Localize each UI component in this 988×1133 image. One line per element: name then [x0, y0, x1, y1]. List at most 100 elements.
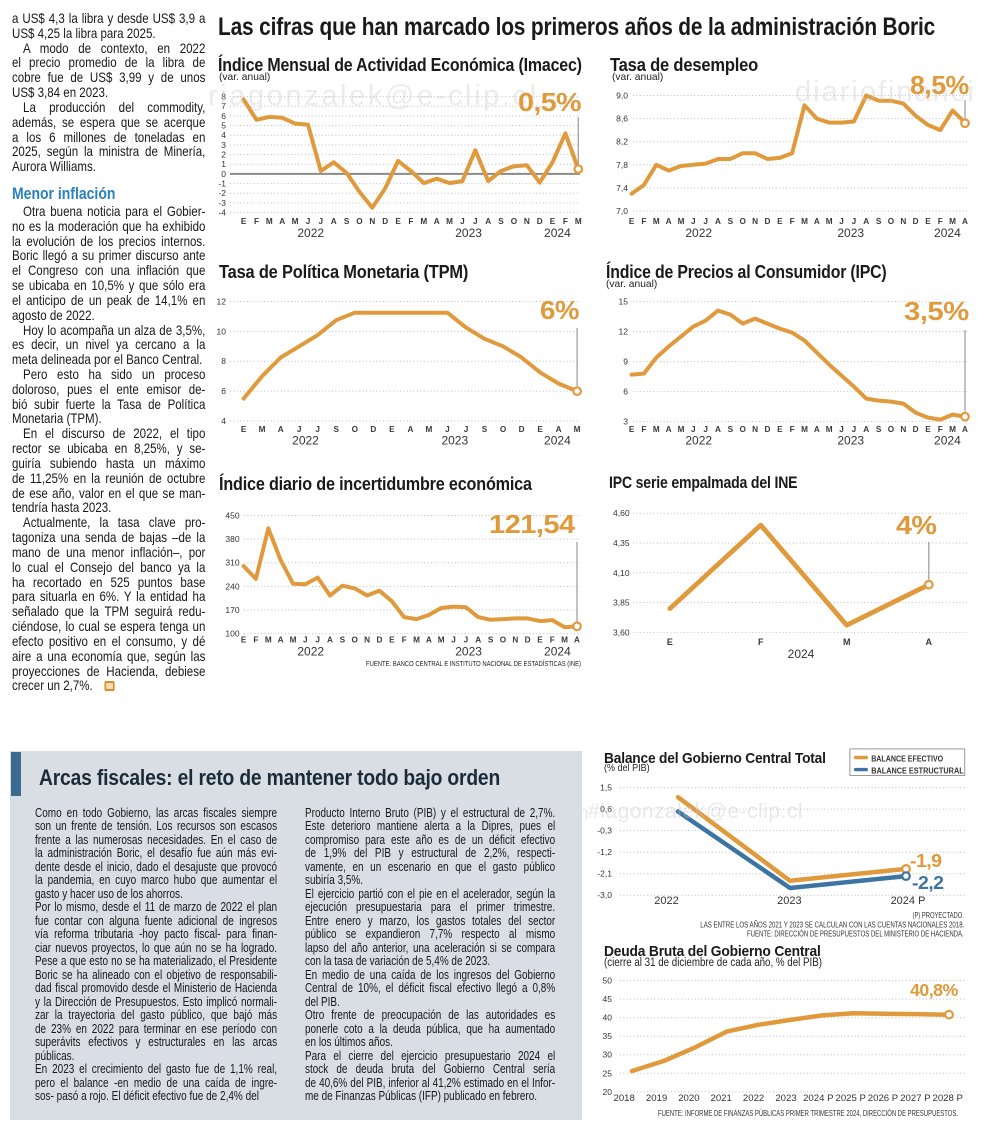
svg-text:25: 25 [603, 1068, 613, 1078]
svg-text:F: F [550, 636, 555, 645]
svg-text:A: A [926, 637, 933, 647]
svg-text:E: E [389, 425, 395, 434]
svg-text:M: M [949, 425, 956, 434]
svg-text:3,85: 3,85 [613, 598, 630, 608]
svg-text:S: S [488, 636, 494, 645]
svg-text:6: 6 [221, 386, 226, 396]
svg-text:2022: 2022 [654, 895, 678, 907]
svg-text:D: D [382, 217, 388, 226]
svg-text:2024: 2024 [934, 434, 961, 448]
svg-text:S: S [340, 636, 346, 645]
svg-text:2018: 2018 [614, 1093, 635, 1104]
svg-text:8: 8 [221, 356, 226, 366]
svg-text:-3,0: -3,0 [597, 890, 612, 900]
svg-text:M: M [425, 425, 432, 434]
svg-text:J: J [315, 425, 320, 434]
svg-text:BALANCE EFECTIVO: BALANCE EFECTIVO [871, 755, 943, 764]
svg-text:N: N [752, 425, 758, 434]
svg-text:(P) PROYECTADO.: (P) PROYECTADO. [913, 911, 964, 920]
svg-text:J: J [464, 425, 469, 434]
svg-text:M: M [826, 425, 833, 434]
svg-text:F: F [408, 217, 413, 226]
svg-text:F: F [641, 425, 646, 434]
svg-text:2024: 2024 [934, 226, 961, 240]
svg-text:J: J [703, 425, 708, 434]
svg-text:12: 12 [217, 297, 227, 307]
svg-text:2025 P: 2025 P [835, 1093, 865, 1104]
svg-text:A: A [426, 636, 432, 645]
svg-text:O: O [500, 636, 507, 645]
svg-text:E: E [389, 636, 395, 645]
svg-text:F: F [790, 217, 795, 226]
svg-text:9: 9 [623, 357, 628, 367]
svg-text:M: M [949, 217, 956, 226]
svg-text:M: M [801, 217, 808, 226]
svg-text:J: J [306, 217, 311, 226]
svg-text:M: M [266, 217, 273, 226]
svg-text:M: M [413, 636, 420, 645]
svg-text:7: 7 [221, 101, 226, 111]
svg-text:D: D [913, 425, 919, 434]
svg-text:1: 1 [221, 159, 226, 169]
svg-text:2020: 2020 [678, 1093, 699, 1104]
svg-text:J: J [691, 217, 696, 226]
svg-text:A: A [331, 217, 337, 226]
svg-text:J: J [852, 217, 857, 226]
svg-text:E: E [925, 425, 931, 434]
svg-text:A: A [327, 636, 333, 645]
svg-text:J: J [852, 425, 857, 434]
svg-text:2024 P: 2024 P [803, 1093, 833, 1104]
svg-text:J: J [315, 636, 320, 645]
svg-text:35: 35 [603, 1031, 613, 1041]
svg-text:6: 6 [623, 387, 628, 397]
svg-text:N: N [364, 636, 370, 645]
svg-text:M: M [678, 425, 685, 434]
svg-text:9,0: 9,0 [616, 91, 628, 101]
svg-text:M: M [843, 637, 851, 647]
svg-text:M: M [574, 425, 581, 434]
svg-text:2023: 2023 [837, 226, 864, 240]
svg-text:D: D [519, 425, 525, 434]
svg-text:D: D [913, 217, 919, 226]
svg-text:A: A [279, 217, 285, 226]
svg-text:0: 0 [221, 169, 226, 179]
svg-text:7,0: 7,0 [616, 206, 628, 216]
svg-text:2022: 2022 [297, 226, 324, 240]
svg-text:F: F [938, 425, 943, 434]
svg-text:E: E [537, 425, 543, 434]
svg-text:A: A [962, 425, 968, 434]
svg-text:-0,3: -0,3 [597, 826, 612, 836]
svg-text:O: O [500, 425, 507, 434]
svg-text:2027 P: 2027 P [900, 1093, 930, 1104]
svg-text:A: A [715, 217, 721, 226]
svg-text:4: 4 [221, 416, 226, 426]
svg-text:S: S [728, 425, 734, 434]
svg-text:FUENTE: BANCO CENTRAL E INSTIT: FUENTE: BANCO CENTRAL E INSTITUTO NACION… [366, 659, 581, 668]
svg-text:E: E [629, 425, 635, 434]
svg-text:J: J [839, 217, 844, 226]
svg-text:D: D [370, 425, 376, 434]
svg-text:A: A [556, 425, 562, 434]
svg-text:-1,2: -1,2 [597, 847, 612, 857]
svg-text:M: M [826, 217, 833, 226]
svg-text:2024: 2024 [544, 434, 571, 448]
svg-text:2024 P: 2024 P [891, 895, 926, 907]
svg-text:J: J [297, 425, 302, 434]
svg-text:D: D [764, 425, 770, 434]
svg-text:-2,1: -2,1 [597, 869, 612, 879]
svg-text:S: S [876, 425, 882, 434]
svg-text:M: M [446, 217, 453, 226]
svg-text:4: 4 [221, 130, 226, 140]
svg-text:E: E [629, 217, 635, 226]
svg-text:40: 40 [603, 1013, 613, 1023]
svg-text:J: J [473, 217, 478, 226]
svg-text:A: A [475, 636, 481, 645]
svg-text:A: A [278, 636, 284, 645]
svg-text:E: E [241, 636, 247, 645]
svg-text:J: J [451, 636, 456, 645]
svg-text:2021: 2021 [711, 1093, 732, 1104]
svg-text:2022: 2022 [685, 226, 712, 240]
svg-text:M: M [292, 217, 299, 226]
svg-text:15: 15 [619, 297, 629, 307]
svg-text:J: J [464, 636, 469, 645]
